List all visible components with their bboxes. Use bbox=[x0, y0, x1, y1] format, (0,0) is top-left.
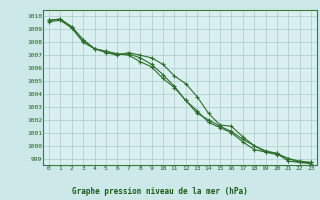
Text: Graphe pression niveau de la mer (hPa): Graphe pression niveau de la mer (hPa) bbox=[72, 187, 248, 196]
